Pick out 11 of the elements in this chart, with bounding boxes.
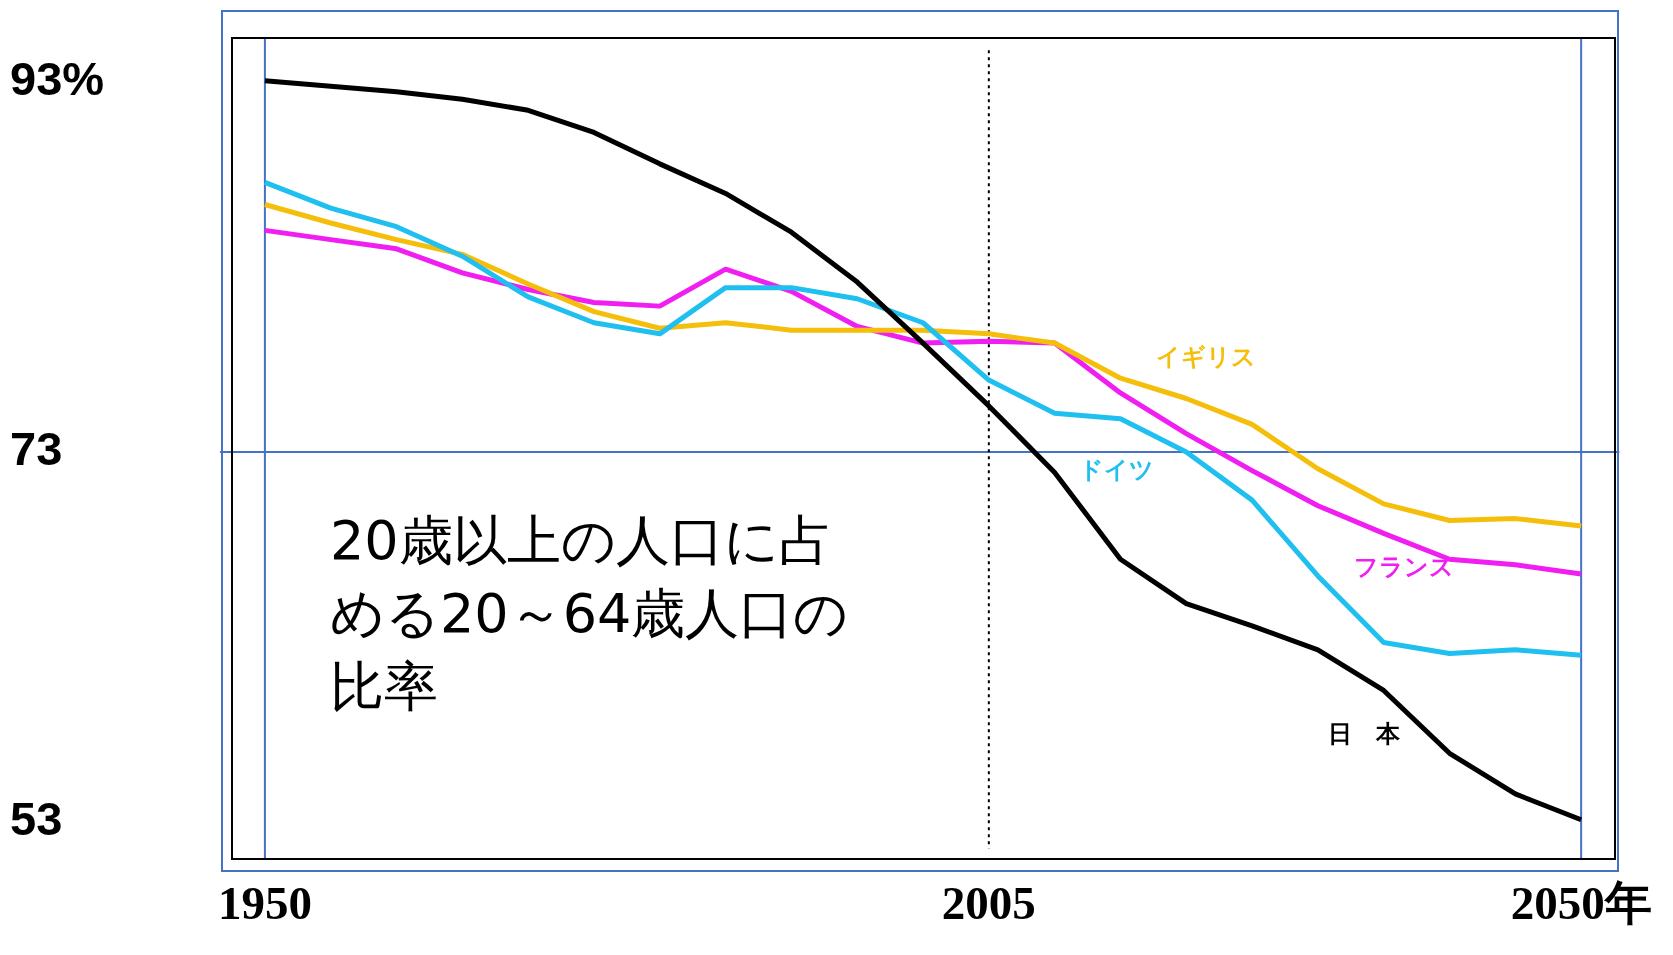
- series-label: イギリス: [1156, 342, 1257, 371]
- series-label: フランス: [1353, 552, 1454, 581]
- x-tick-label: 2050年: [1510, 876, 1652, 929]
- series-label: ドイツ: [1078, 456, 1154, 485]
- y-tick-label: 53: [10, 791, 63, 845]
- series-label: 日 本: [1327, 719, 1401, 748]
- annotation: 20歳以上の人口に占める20～64歳人口の比率: [330, 508, 850, 720]
- y-tick-label: 73: [10, 422, 63, 476]
- x-tick-label: 2005: [941, 876, 1036, 929]
- x-tick-label: 1950: [217, 876, 312, 929]
- y-tick-label: 93%: [10, 52, 105, 106]
